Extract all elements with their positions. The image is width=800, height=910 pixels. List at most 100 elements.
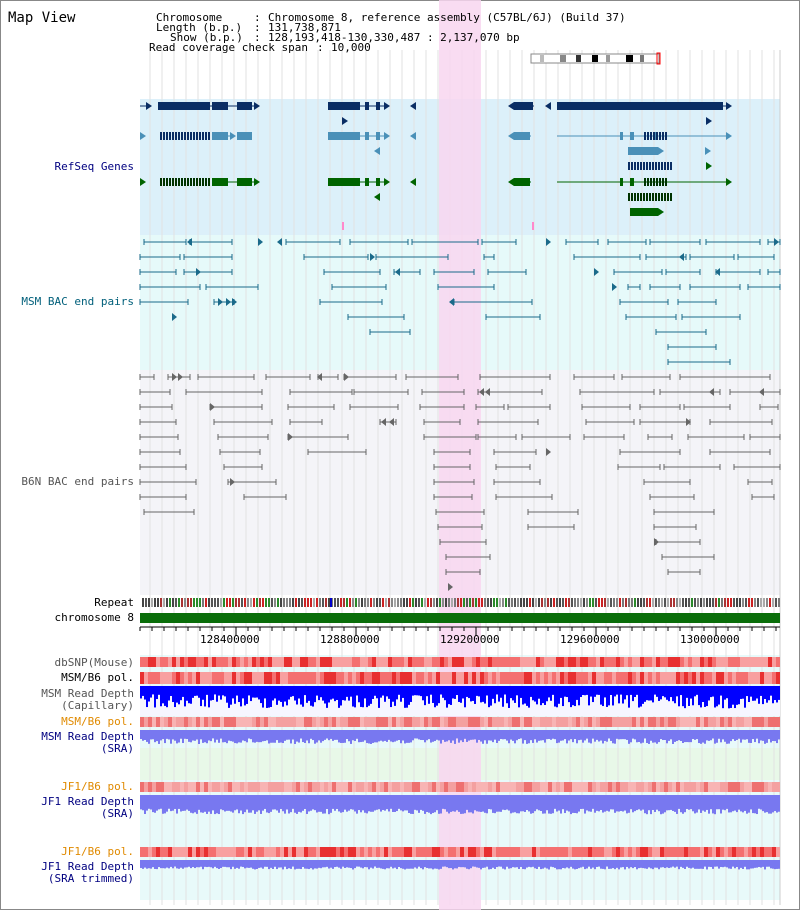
depth-bar [142, 730, 144, 741]
depth-bar [458, 686, 460, 702]
gene-arrow [706, 162, 712, 170]
depth-bar [406, 795, 408, 811]
depth-bar [634, 860, 636, 868]
depth-bar [386, 795, 388, 810]
bac-end-marker [479, 388, 484, 396]
repeat-mark [241, 598, 243, 607]
depth-bar [242, 795, 244, 815]
depth-bar [588, 795, 590, 812]
polymorphism-cell [772, 717, 776, 727]
gene-arrow [726, 102, 732, 110]
depth-bar [644, 686, 646, 702]
polymorphism-cell [268, 847, 272, 857]
depth-bar [142, 686, 144, 696]
depth-bar [752, 686, 754, 701]
depth-bar [488, 860, 490, 870]
gene-exon [628, 147, 658, 155]
depth-bar [562, 730, 564, 741]
polymorphism-cell [552, 717, 556, 727]
depth-bar [778, 860, 780, 869]
polymorphism-cell [280, 782, 284, 792]
polymorphism-cell [488, 782, 492, 792]
polymorphism-cell [272, 672, 276, 684]
polymorphism-cell [584, 782, 588, 792]
polymorphism-cell [316, 672, 320, 684]
depth-bar [690, 795, 692, 810]
show-value: 128,193,418-130,330,487 : 2,137,070 bp [268, 31, 520, 44]
polymorphism-cell [304, 782, 308, 792]
depth-bar [518, 860, 520, 869]
depth-bar [696, 860, 698, 869]
polymorphism-cell [516, 717, 520, 727]
depth-bar [360, 730, 362, 743]
depth-bar [736, 860, 738, 867]
repeat-mark [310, 598, 312, 607]
depth-bar [708, 860, 710, 867]
depth-bar [414, 860, 416, 868]
depth-bar [382, 860, 384, 869]
depth-bar [538, 730, 540, 741]
polymorphism-cell [756, 782, 760, 792]
depth-bar [532, 730, 534, 743]
polymorphism-cell [744, 847, 748, 857]
polymorphism-cell [492, 847, 496, 857]
depth-bar [358, 686, 360, 703]
depth-bar [504, 730, 506, 740]
depth-bar [436, 860, 438, 869]
polymorphism-cell [504, 657, 508, 667]
depth-bar [558, 860, 560, 870]
depth-bar [502, 860, 504, 869]
polymorphism-cell [620, 847, 624, 857]
depth-bar [396, 686, 398, 700]
depth-bar [218, 730, 220, 743]
depth-bar [306, 730, 308, 741]
polymorphism-cell [464, 672, 468, 684]
repeat-mark [778, 598, 780, 607]
gene-exon [649, 162, 651, 170]
depth-bar [316, 686, 318, 696]
depth-bar [460, 860, 462, 868]
polymorphism-cell [744, 672, 748, 684]
repeat-mark [577, 598, 579, 607]
gene-exon [530, 102, 533, 110]
depth-bar [422, 730, 424, 741]
axis-tick-label: 129600000 [560, 633, 620, 646]
depth-bar [608, 795, 610, 812]
depth-bar [192, 686, 194, 698]
depth-bar [210, 860, 212, 868]
polymorphism-cell [544, 657, 548, 667]
depth-bar [402, 860, 404, 869]
depth-bar [608, 686, 610, 706]
depth-bar [450, 795, 452, 812]
depth-bar [610, 795, 612, 810]
polymorphism-cell [300, 672, 304, 684]
depth-bar [146, 795, 148, 811]
depth-bar [526, 795, 528, 811]
depth-bar [414, 686, 416, 696]
depth-bar [550, 795, 552, 814]
depth-bar [688, 686, 690, 706]
repeat-mark [190, 598, 192, 607]
depth-bar [512, 686, 514, 701]
depth-bar [648, 686, 650, 701]
polymorphism-cell [284, 782, 288, 792]
gene-exon [655, 162, 657, 170]
polymorphism-cell [612, 672, 616, 684]
bac-end-marker [218, 298, 223, 306]
repeat-mark [634, 598, 636, 607]
depth-bar [350, 730, 352, 744]
polymorphism-cell [536, 782, 540, 792]
repeat-mark [340, 598, 342, 607]
depth-bar [248, 860, 250, 868]
depth-bar [406, 730, 408, 743]
polymorphism-cell [500, 782, 504, 792]
polymorphism-cell [640, 782, 644, 792]
depth-bar [726, 795, 728, 809]
depth-bar [450, 730, 452, 743]
depth-bar [670, 860, 672, 868]
polymorphism-cell [188, 847, 192, 857]
repeat-mark [490, 598, 492, 607]
depth-bar [518, 795, 520, 814]
polymorphism-cell [164, 847, 168, 857]
